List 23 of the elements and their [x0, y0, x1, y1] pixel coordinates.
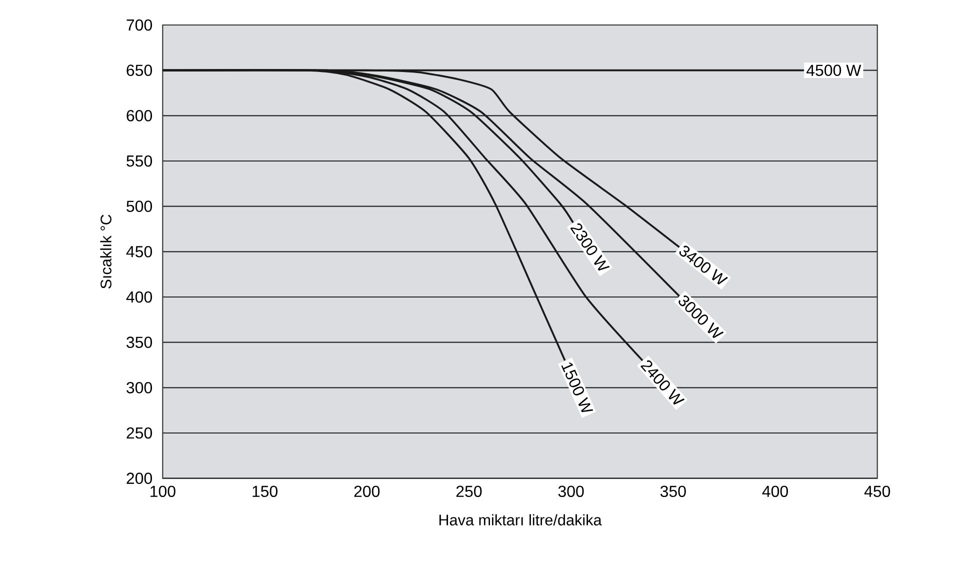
y-tick-label: 450: [126, 246, 152, 258]
x-tick-label: 450: [864, 486, 890, 498]
x-tick-label: 200: [354, 486, 380, 498]
y-tick-label: 650: [126, 64, 152, 76]
series-label: 4500 W: [806, 64, 862, 76]
x-axis-title: Hava miktarı litre/dakika: [439, 514, 602, 526]
y-axis-title: Sıcaklık °C: [100, 214, 112, 289]
x-tick-label: 300: [558, 486, 584, 498]
y-tick-label: 700: [126, 19, 152, 31]
x-tick-label: 250: [456, 486, 482, 498]
y-tick-label: 500: [126, 200, 152, 212]
y-tick-label: 550: [126, 155, 152, 167]
text: 1500 W: [561, 362, 594, 412]
x-tick-label: 100: [150, 486, 176, 498]
y-tick-label: 600: [126, 110, 152, 122]
y-tick-label: 250: [126, 427, 152, 439]
y-tick-label: 350: [126, 336, 152, 348]
y-tick-label: 400: [126, 291, 152, 303]
y-tick-label: 200: [126, 472, 152, 484]
x-tick-label: 400: [762, 486, 788, 498]
y-tick-label: 300: [126, 382, 152, 394]
x-tick-label: 150: [252, 486, 278, 498]
x-tick-label: 350: [660, 486, 686, 498]
